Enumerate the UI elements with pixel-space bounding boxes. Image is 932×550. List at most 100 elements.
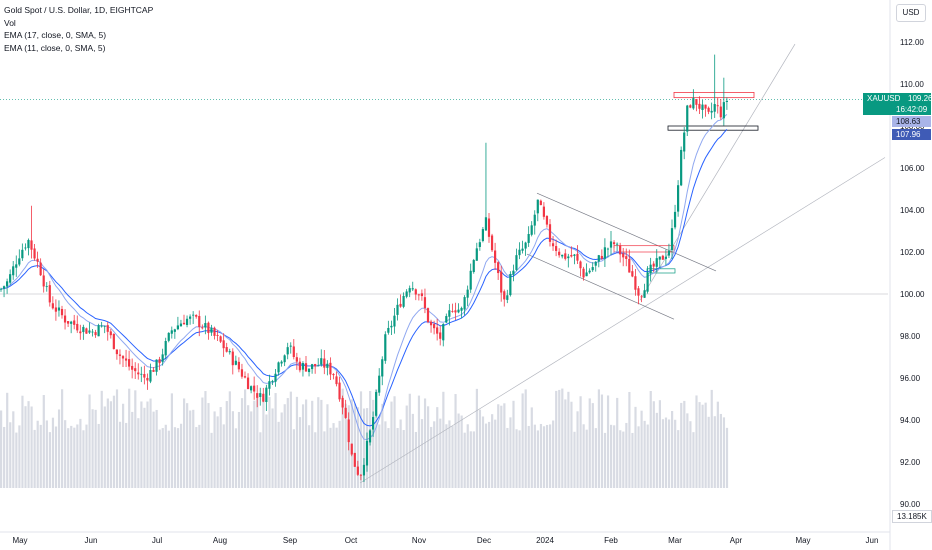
currency-button[interactable]: USD bbox=[896, 4, 926, 22]
candle-body bbox=[118, 354, 122, 356]
y-tick-label: 100.00 bbox=[900, 290, 925, 299]
candle-body bbox=[88, 330, 91, 333]
volume-bar bbox=[140, 401, 143, 488]
ema11-price-tag: 107.96 bbox=[892, 129, 931, 140]
volume-bar bbox=[375, 389, 378, 488]
candle-body bbox=[661, 255, 664, 260]
candle-body bbox=[411, 288, 414, 290]
chart-title[interactable]: Gold Spot / U.S. Dollar, 1D, EIGHTCAP bbox=[4, 5, 154, 15]
volume-bar bbox=[256, 397, 259, 488]
volume-bar bbox=[552, 420, 555, 488]
volume-bar bbox=[512, 400, 515, 488]
support-box-feb bbox=[646, 268, 676, 274]
volume-bar bbox=[411, 413, 414, 488]
candle-body bbox=[344, 407, 347, 418]
volume-bar bbox=[88, 394, 91, 488]
candle-body bbox=[576, 253, 579, 261]
volume-bar bbox=[24, 406, 27, 488]
volume-bar bbox=[655, 412, 658, 488]
volume-bar bbox=[329, 427, 332, 488]
candle-body bbox=[722, 102, 725, 119]
candle-body bbox=[173, 329, 176, 332]
volume-bar bbox=[570, 401, 573, 488]
candle-body bbox=[176, 325, 179, 330]
volume-bar bbox=[530, 407, 533, 488]
volume-bar bbox=[112, 395, 116, 488]
legend-vol[interactable]: Vol bbox=[4, 17, 16, 28]
y-tick-label: 102.00 bbox=[900, 248, 925, 257]
candle-body bbox=[567, 256, 570, 259]
candle-body bbox=[616, 243, 619, 245]
volume-bar bbox=[250, 411, 253, 488]
volume-bar bbox=[323, 431, 326, 488]
candle-body bbox=[338, 382, 341, 400]
volume-bar bbox=[677, 430, 680, 488]
volume-bar bbox=[91, 409, 94, 488]
candle-body bbox=[228, 351, 231, 353]
volume-bar bbox=[402, 430, 405, 488]
candle-body bbox=[521, 248, 524, 251]
volume-bar bbox=[634, 406, 637, 488]
legend-ema11[interactable]: EMA (11, close, 0, SMA, 5) bbox=[4, 42, 106, 53]
volume-bar bbox=[542, 426, 546, 488]
candle-body bbox=[634, 276, 637, 290]
candles[interactable] bbox=[0, 54, 728, 482]
x-tick-label: May bbox=[795, 536, 810, 545]
volume-bar bbox=[18, 425, 21, 488]
candle-body bbox=[460, 307, 463, 311]
candle-body bbox=[570, 254, 573, 257]
candle-body bbox=[387, 327, 390, 333]
candle-body bbox=[442, 324, 445, 341]
volume-bar bbox=[317, 397, 320, 488]
volume-bar bbox=[97, 423, 100, 488]
x-tick-label: Dec bbox=[477, 536, 491, 545]
symbol-label: XAUUSD bbox=[867, 94, 901, 103]
candle-body bbox=[182, 322, 186, 325]
trend-drawings bbox=[359, 43, 886, 484]
volume-bar bbox=[664, 417, 668, 488]
volume-bar bbox=[536, 430, 539, 488]
candle-body bbox=[143, 374, 146, 378]
volume-bar bbox=[335, 427, 338, 488]
volume-bar bbox=[76, 424, 79, 488]
candle-body bbox=[372, 417, 375, 430]
volume-bar bbox=[295, 396, 299, 488]
candle-body bbox=[350, 443, 353, 455]
volume-bar bbox=[320, 399, 323, 488]
legend-ema17[interactable]: EMA (17, close, 0, SMA, 5) bbox=[4, 30, 107, 40]
volume-bar bbox=[564, 399, 567, 488]
candle-body bbox=[664, 256, 667, 259]
ema11-line bbox=[0, 114, 728, 441]
candle-body bbox=[54, 307, 57, 312]
volume-bar bbox=[289, 391, 292, 488]
candle-body bbox=[21, 249, 24, 259]
candle-body bbox=[274, 373, 277, 382]
candle-body bbox=[179, 323, 183, 327]
volume-bar bbox=[283, 404, 286, 488]
ema-lines bbox=[0, 114, 728, 441]
y-tick-label: 98.00 bbox=[900, 332, 921, 341]
volume-bar bbox=[240, 398, 244, 488]
volume-bar bbox=[228, 391, 231, 488]
volume-bar bbox=[408, 393, 411, 488]
volume-bar bbox=[207, 403, 210, 488]
candle-body bbox=[307, 368, 311, 373]
candle-body bbox=[582, 268, 585, 278]
volume-bar bbox=[558, 389, 561, 488]
volume-bar bbox=[109, 401, 112, 488]
candle-body bbox=[680, 149, 683, 186]
volume-bar bbox=[57, 409, 61, 488]
candle-body bbox=[368, 430, 372, 443]
candle-body bbox=[329, 362, 332, 375]
candle-body bbox=[542, 206, 545, 217]
volume-bar bbox=[579, 396, 582, 488]
volume-bar bbox=[478, 409, 482, 488]
candle-body bbox=[246, 377, 250, 390]
candle-body bbox=[692, 98, 695, 109]
candle-body bbox=[512, 270, 515, 275]
volume-bar bbox=[689, 421, 692, 488]
volume-bar bbox=[710, 389, 713, 488]
volume-bar bbox=[161, 428, 164, 488]
volume-bar bbox=[420, 419, 424, 488]
